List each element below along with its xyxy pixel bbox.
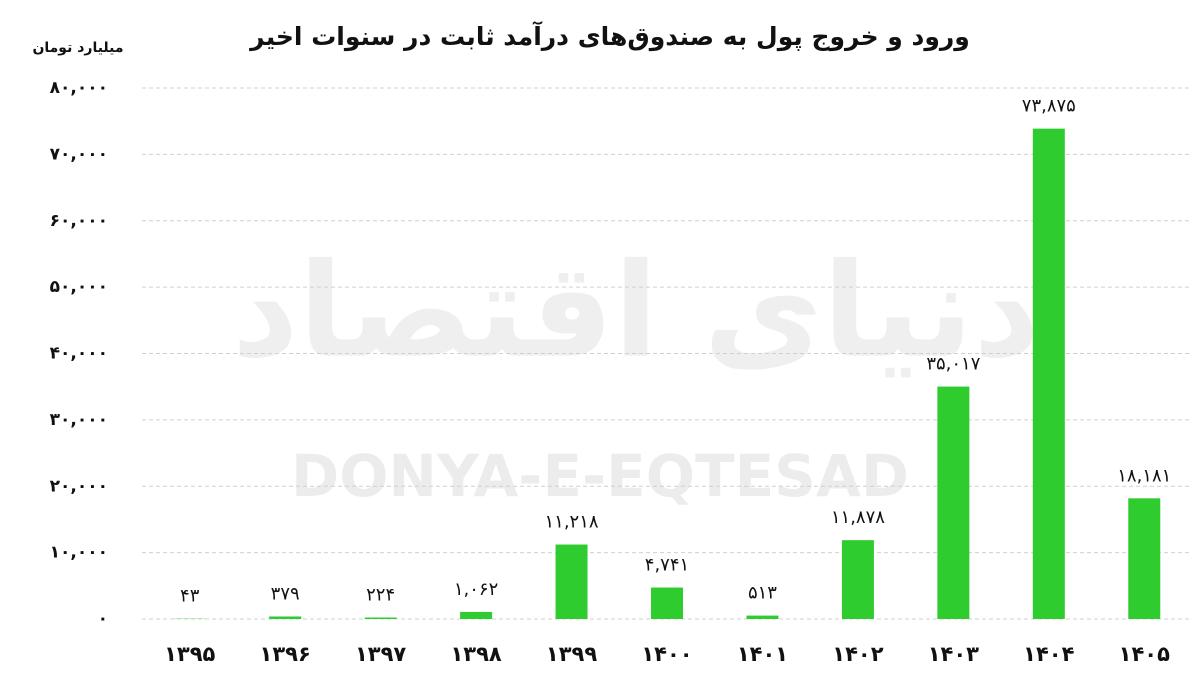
value-label: ۴,۷۴۱ <box>645 555 689 576</box>
y-tick-label: ۴۰,۰۰۰ <box>50 344 108 364</box>
y-tick-label: ۸۰,۰۰۰ <box>50 78 108 98</box>
bar <box>746 615 779 619</box>
y-tick-label: ۱۰,۰۰۰ <box>50 543 108 563</box>
chart-title: ورود و خروج پول به صندوق‌های درآمد ثابت … <box>248 21 970 52</box>
bar <box>555 544 588 619</box>
x-tick-label: ۱۳۹۹ <box>546 642 597 666</box>
y-tick-label: ۰ <box>98 609 108 629</box>
value-label: ۱,۰۶۲ <box>454 579 498 600</box>
x-tick-label: ۱۴۰۵ <box>1119 642 1170 666</box>
y-tick-label: ۲۰,۰۰۰ <box>50 476 108 496</box>
bar <box>1032 128 1065 619</box>
value-label: ۴۳ <box>180 586 200 607</box>
y-tick-label: ۵۰,۰۰۰ <box>50 277 108 297</box>
value-label: ۵۱۳ <box>748 583 777 604</box>
value-label: ۷۳,۸۷۵ <box>1022 96 1076 117</box>
x-tick-label: ۱۳۹۵ <box>164 642 215 666</box>
value-label: ۱۱,۲۱۸ <box>545 512 599 533</box>
bar <box>269 616 302 619</box>
value-label: ۱۸,۱۸۱ <box>1117 465 1171 486</box>
x-tick-label: ۱۴۰۱ <box>737 642 788 666</box>
x-tick-label: ۱۳۹۸ <box>450 642 501 666</box>
bar <box>1128 498 1161 619</box>
x-tick-label: ۱۳۹۷ <box>355 642 406 666</box>
bar <box>651 587 683 619</box>
watermark: دنیای اقتصاد <box>232 235 1040 387</box>
bar <box>364 617 397 619</box>
y-tick-label: ۷۰,۰۰۰ <box>50 144 108 164</box>
bar <box>460 611 493 619</box>
bar <box>841 540 874 619</box>
value-label: ۱۱,۸۷۸ <box>831 507 885 528</box>
x-tick-label: ۱۴۰۰ <box>641 642 692 666</box>
watermark: DONYA-E-EQTESAD <box>291 442 909 510</box>
y-tick-label: ۳۰,۰۰۰ <box>50 410 108 430</box>
value-label: ۳۷۹ <box>271 583 300 604</box>
value-label: ۲۲۴ <box>366 585 395 606</box>
x-tick-label: ۱۴۰۴ <box>1023 642 1074 666</box>
x-tick-label: ۱۴۰۳ <box>928 642 979 666</box>
x-tick-label: ۱۳۹۶ <box>260 642 311 666</box>
y-axis-label: میلیارد تومان <box>32 40 123 56</box>
value-label: ۳۵,۰۱۷ <box>926 354 980 375</box>
bar <box>937 386 970 619</box>
y-tick-label: ۶۰,۰۰۰ <box>50 211 108 231</box>
x-tick-label: ۱۴۰۲ <box>832 642 883 666</box>
